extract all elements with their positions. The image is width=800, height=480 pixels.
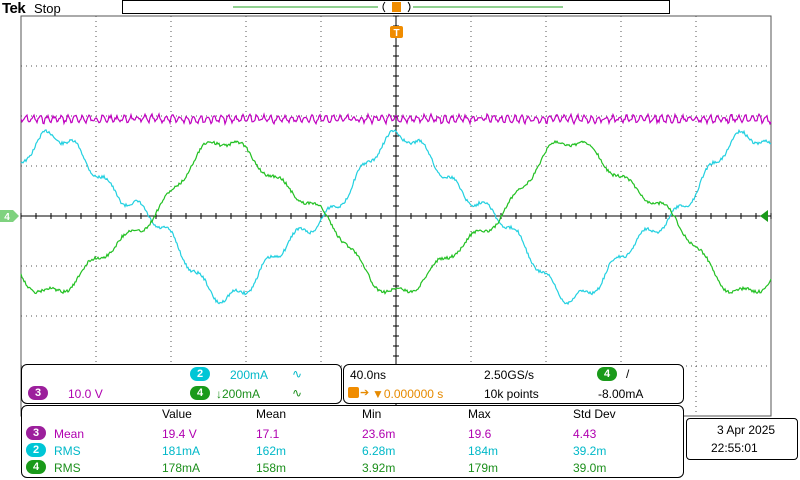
ch3-scale: 10.0 V	[68, 387, 103, 401]
meas-stddev: 39.0m	[573, 461, 607, 475]
measurements-panel: Value Mean Min Max Std Dev 3 Mean 19.4 V…	[21, 405, 684, 478]
ch4-waveform	[20, 139, 772, 295]
graticule	[20, 15, 772, 417]
meas-header-max: Max	[468, 407, 491, 421]
clock-date: 3 Apr 2025	[717, 423, 776, 437]
meas-max: 184m	[468, 444, 499, 458]
meas-header-value: Value	[162, 407, 192, 421]
trigger-marker-label: T	[393, 28, 399, 39]
ch3-waveform	[20, 112, 772, 126]
meas-header-min: Min	[362, 407, 382, 421]
clock-time: 22:55:01	[711, 441, 758, 455]
meas-row-ch4-rms[interactable]: 4 RMS 178mA 158m 3.92m 179m 39.0m	[22, 460, 682, 476]
meas-stddev: 39.2m	[573, 444, 607, 458]
meas-max: 19.6	[468, 427, 492, 441]
meas-type: Mean	[54, 427, 85, 441]
meas-ch4-badge: 4	[26, 460, 46, 474]
meas-header-stddev: Std Dev	[573, 407, 616, 421]
trigger-level[interactable]: -8.00mA	[598, 387, 644, 401]
meas-value: 19.4 V	[162, 427, 197, 441]
meas-min: 6.28m	[362, 444, 396, 458]
meas-min: 23.6m	[362, 427, 396, 441]
trigger-level-marker[interactable]	[760, 210, 768, 222]
meas-min: 3.92m	[362, 461, 396, 475]
ch4-ground-marker[interactable]: 4	[0, 210, 19, 223]
meas-stddev: 4.43	[573, 427, 597, 441]
record-length: 10k points	[484, 387, 539, 401]
trigger-position-icon	[348, 387, 359, 398]
trigger-position-marker[interactable]: T	[390, 2, 403, 39]
acquisition-status: Stop	[34, 1, 61, 16]
meas-mean: 17.1	[256, 427, 280, 441]
trigger-position-value[interactable]: ▼0.000000 s	[372, 387, 444, 401]
meas-value: 178mA	[162, 461, 201, 475]
channel-settings-panel: 2 200mA ∿ 3 10.0 V 4 ↓200mA ∿	[21, 364, 342, 404]
ch4-scale: ↓200mA	[216, 387, 261, 401]
ch4-coupling-icon: ∿	[292, 386, 303, 400]
meas-header-mean: Mean	[256, 407, 287, 421]
meas-value: 181mA	[162, 444, 201, 458]
trigger-arrow-icon: ➔	[360, 387, 370, 399]
meas-type: RMS	[54, 461, 81, 475]
brand-logo: Tek	[2, 0, 26, 17]
meas-mean: 158m	[256, 461, 287, 475]
horizontal-scale[interactable]: 40.0ns	[350, 368, 387, 382]
meas-max: 179m	[468, 461, 499, 475]
trigger-slope-icon: /	[626, 367, 630, 381]
meas-row-ch2-rms[interactable]: 2 RMS 181mA 162m 6.28m 184m 39.2m	[22, 443, 682, 459]
ch4-badge[interactable]: 4	[190, 386, 210, 400]
meas-mean: 162m	[256, 444, 287, 458]
ch4-ground-label: 4	[4, 212, 10, 223]
ch2-badge[interactable]: 2	[190, 367, 210, 381]
trigger-source-badge[interactable]: 4	[597, 367, 617, 381]
meas-type: RMS	[54, 444, 81, 458]
timebase-trigger-panel: 40.0ns 2.50GS/s 4 / ➔ ▼0.000000 s 10k po…	[343, 364, 684, 404]
meas-ch2-badge: 2	[26, 443, 46, 457]
meas-ch3-badge: 3	[26, 426, 46, 440]
meas-row-ch3-mean[interactable]: 3 Mean 19.4 V 17.1 23.6m 19.6 4.43	[22, 426, 682, 442]
sample-rate: 2.50GS/s	[484, 368, 535, 382]
ch3-badge[interactable]: 3	[28, 386, 48, 400]
ch2-coupling-icon: ∿	[292, 367, 303, 381]
clock-panel[interactable]: 3 Apr 2025 22:55:01	[686, 418, 798, 460]
ch2-waveform	[20, 128, 771, 306]
ch2-scale: 200mA	[230, 368, 269, 382]
